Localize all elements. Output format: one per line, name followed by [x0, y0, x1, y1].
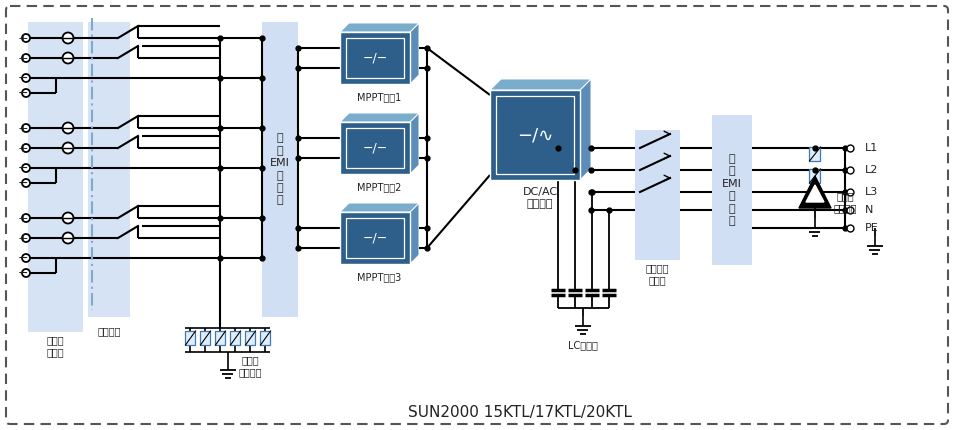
Bar — [215, 331, 225, 345]
Text: N: N — [864, 205, 872, 215]
Text: −: − — [18, 86, 29, 99]
Text: MPPT电路3: MPPT电路3 — [357, 272, 401, 282]
Circle shape — [22, 54, 30, 62]
Circle shape — [63, 123, 73, 133]
Bar — [490, 90, 579, 180]
Text: DC/AC
逆变电路: DC/AC 逆变电路 — [522, 187, 557, 209]
Text: 交流浪
涌保护器: 交流浪 涌保护器 — [832, 191, 856, 213]
Text: +: + — [18, 52, 29, 64]
Bar — [809, 191, 820, 205]
Text: −: − — [18, 176, 29, 190]
Circle shape — [63, 52, 73, 64]
Text: −/−: −/− — [362, 231, 387, 245]
Text: −/−: −/− — [362, 141, 387, 154]
Text: −: − — [18, 162, 29, 175]
Bar — [346, 128, 403, 168]
Text: PE: PE — [864, 223, 878, 233]
Bar — [339, 32, 410, 84]
Bar — [711, 115, 751, 265]
Bar — [346, 38, 403, 78]
Polygon shape — [490, 79, 590, 90]
Bar — [262, 22, 297, 317]
Circle shape — [63, 142, 73, 154]
Bar — [635, 130, 679, 260]
Text: +: + — [18, 141, 29, 154]
Bar — [260, 331, 271, 345]
Text: +: + — [18, 231, 29, 245]
Text: −: − — [18, 267, 29, 280]
Bar — [339, 122, 410, 174]
Bar — [88, 22, 130, 317]
Text: −/∿: −/∿ — [517, 126, 553, 144]
Bar — [346, 218, 403, 258]
Circle shape — [63, 33, 73, 43]
Text: L1: L1 — [864, 143, 878, 153]
Text: −: − — [18, 71, 29, 85]
Polygon shape — [339, 203, 418, 212]
Circle shape — [22, 124, 30, 132]
Text: 输
出
EMI
滤
波
器: 输 出 EMI 滤 波 器 — [721, 154, 741, 226]
Text: +: + — [18, 122, 29, 135]
Text: L3: L3 — [864, 187, 878, 197]
Polygon shape — [410, 203, 418, 264]
Text: +: + — [18, 31, 29, 44]
Circle shape — [22, 234, 30, 242]
Circle shape — [22, 254, 30, 262]
Text: 输入电
流检测: 输入电 流检测 — [47, 335, 64, 357]
Bar — [809, 169, 820, 183]
Circle shape — [22, 179, 30, 187]
Bar — [496, 96, 574, 174]
Bar — [245, 331, 255, 345]
Bar — [28, 22, 83, 332]
Bar — [809, 147, 820, 161]
Text: 输出隔离
继电器: 输出隔离 继电器 — [645, 263, 669, 285]
Bar — [200, 331, 211, 345]
Text: LC滤波器: LC滤波器 — [567, 340, 598, 350]
Text: L2: L2 — [864, 165, 878, 175]
Bar — [231, 331, 240, 345]
Circle shape — [22, 34, 30, 42]
Circle shape — [63, 212, 73, 224]
Text: −: − — [18, 252, 29, 264]
Polygon shape — [799, 176, 830, 208]
Bar — [185, 331, 195, 345]
Polygon shape — [339, 23, 418, 32]
Text: +: + — [18, 212, 29, 224]
Polygon shape — [410, 113, 418, 174]
Circle shape — [22, 214, 30, 222]
Circle shape — [22, 74, 30, 82]
Text: 直流开关: 直流开关 — [97, 326, 121, 336]
Polygon shape — [339, 113, 418, 122]
Text: 直流浪
涌保护器: 直流浪 涌保护器 — [238, 355, 261, 377]
Circle shape — [22, 164, 30, 172]
Circle shape — [22, 144, 30, 152]
Polygon shape — [579, 79, 590, 180]
Text: 输
入
EMI
滤
波
器: 输 入 EMI 滤 波 器 — [270, 133, 290, 206]
Text: MPPT电路1: MPPT电路1 — [357, 92, 401, 102]
Circle shape — [22, 89, 30, 97]
Bar — [339, 212, 410, 264]
Circle shape — [63, 233, 73, 243]
Text: SUN2000 15KTL/17KTL/20KTL: SUN2000 15KTL/17KTL/20KTL — [408, 405, 631, 420]
Polygon shape — [805, 185, 823, 202]
Text: −/−: −/− — [362, 52, 387, 64]
Polygon shape — [410, 23, 418, 84]
Text: MPPT电路2: MPPT电路2 — [357, 182, 401, 192]
Circle shape — [22, 269, 30, 277]
